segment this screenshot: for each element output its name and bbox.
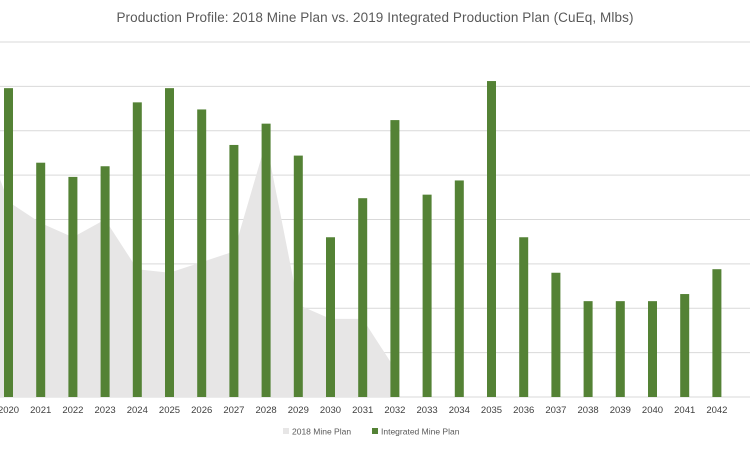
bar-2037 — [551, 272, 561, 397]
bar-2031 — [358, 198, 368, 397]
x-tick-label: 2021 — [30, 405, 51, 416]
bar-2040 — [648, 301, 657, 397]
bar-2032 — [390, 120, 400, 397]
bars-integrated-mine-plan — [4, 81, 722, 398]
x-tick-label: 2029 — [288, 405, 309, 416]
legend: 2018 Mine Plan Integrated Mine Plan — [283, 427, 460, 437]
bar-2035 — [487, 81, 496, 398]
x-tick-label: 2028 — [256, 405, 277, 416]
x-tick-label: 2042 — [706, 405, 727, 416]
bar-2029 — [293, 155, 303, 397]
x-tick-label: 2025 — [159, 405, 180, 416]
x-tick-label: 2023 — [95, 405, 116, 416]
x-tick-label: 2040 — [642, 405, 663, 416]
bar-2041 — [680, 294, 690, 397]
x-tick-label: 2032 — [384, 405, 405, 416]
x-tick-label: 2036 — [513, 405, 534, 416]
x-tick-label: 2033 — [417, 405, 438, 416]
x-tick-label: 2024 — [127, 405, 148, 416]
x-tick-label: 2038 — [578, 405, 599, 416]
legend-label-2018-mine-plan: 2018 Mine Plan — [292, 427, 351, 437]
bar-2033 — [422, 194, 432, 397]
x-tick-label: 2035 — [481, 405, 502, 416]
bar-2026 — [197, 109, 207, 397]
x-tick-label: 2026 — [191, 405, 212, 416]
x-tick-label: 2034 — [449, 405, 470, 416]
bar-2028 — [261, 123, 271, 398]
bar-2025 — [165, 88, 174, 398]
x-tick-label: 2039 — [610, 405, 631, 416]
legend-swatch-2018-mine-plan — [283, 428, 289, 434]
x-tick-label: 2020 — [0, 405, 19, 416]
x-axis-labels: 2020 2021 2022 2023 2024 2025 2026 2027 2028 2029… — [0, 405, 727, 416]
bar-2021 — [36, 162, 46, 397]
bar-2036 — [519, 237, 529, 397]
bar-2023 — [100, 166, 110, 397]
chart-title: Production Profile: 2018 Mine Plan vs. 2… — [116, 10, 634, 25]
bar-2039 — [615, 301, 625, 397]
legend-swatch-integrated-mine-plan — [372, 428, 378, 434]
bar-2027 — [229, 144, 239, 397]
x-tick-label: 2037 — [545, 405, 566, 416]
bar-2038 — [583, 301, 593, 397]
legend-label-integrated-mine-plan: Integrated Mine Plan — [381, 427, 460, 437]
bar-2034 — [454, 180, 464, 397]
bar-2042 — [712, 269, 722, 397]
x-tick-label: 2041 — [674, 405, 695, 416]
x-tick-label: 2030 — [320, 405, 341, 416]
bar-2022 — [68, 176, 78, 397]
x-tick-label: 2027 — [223, 405, 244, 416]
x-tick-label: 2031 — [352, 405, 373, 416]
bar-2020 — [4, 88, 13, 398]
x-tick-label: 2022 — [62, 405, 83, 416]
bar-2024 — [132, 102, 142, 397]
bar-2030 — [326, 237, 335, 397]
